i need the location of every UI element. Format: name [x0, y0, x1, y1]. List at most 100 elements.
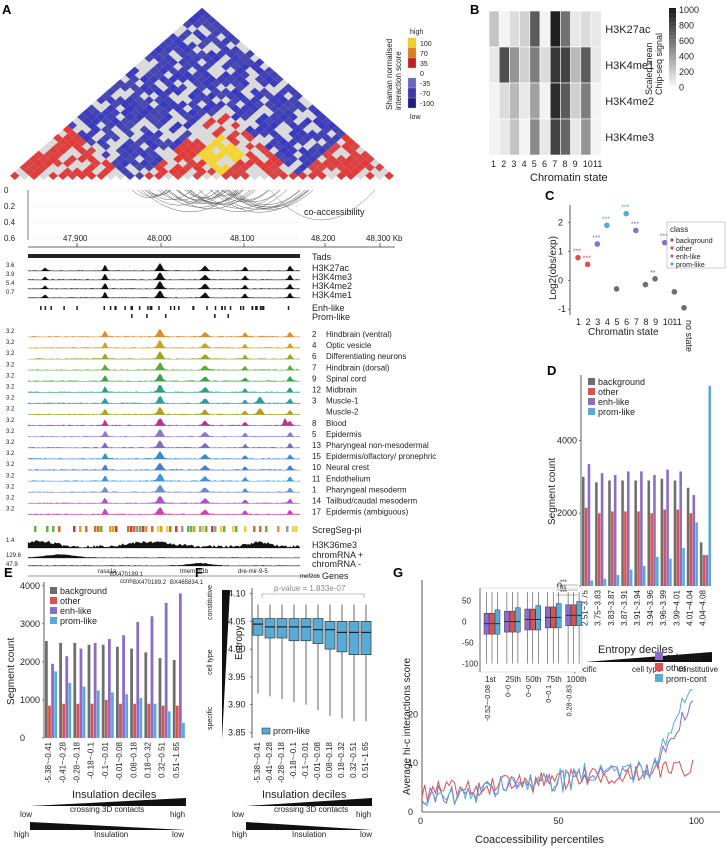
hic-cell [67, 154, 78, 164]
d-x-label: Entropy deciles [598, 644, 674, 656]
hic-cell [187, 75, 198, 84]
hic-cell [211, 146, 222, 155]
track-signal [27, 440, 301, 449]
colorbar-step [669, 15, 676, 18]
colorbar-tick: 0 [679, 83, 684, 93]
hic-cell [326, 121, 337, 130]
hic-cell [139, 167, 150, 176]
f-box [252, 618, 264, 636]
bar [45, 640, 48, 738]
hic-cell [211, 163, 222, 172]
hic-cell [350, 159, 361, 168]
hic-legend-title: Shaman normalised [385, 39, 394, 110]
hic-cell [245, 117, 255, 126]
bar [660, 478, 664, 586]
hic-cell [48, 154, 58, 164]
hic-cell [163, 171, 174, 180]
hic-cell [216, 58, 226, 67]
hic-cell [245, 58, 255, 67]
hic-cell [106, 121, 116, 130]
hic-cell [259, 154, 270, 164]
bar [119, 703, 122, 738]
c-point [671, 289, 678, 295]
hic-cell [178, 125, 188, 134]
e-legend-label: background [60, 586, 107, 596]
hic-cell [226, 142, 236, 151]
f-y-tick: 3.90 [228, 700, 246, 710]
hic-cell [211, 70, 222, 80]
track-signal [27, 562, 301, 567]
hic-cell [178, 100, 188, 109]
f-side-wedge [222, 590, 230, 740]
hic-cell [139, 58, 150, 67]
hic-cell [130, 66, 140, 75]
hic-cell [274, 117, 284, 126]
hic-cell [298, 138, 308, 147]
genome-axis-label: 48,300 Kb [366, 234, 403, 243]
scregseg-mark [214, 526, 217, 532]
hic-cell [216, 167, 226, 176]
heatmap-cell [560, 118, 571, 156]
colorbar-step [669, 53, 676, 55]
hic-cell [154, 112, 164, 122]
scregseg-mark [145, 526, 148, 532]
hic-cell [278, 129, 289, 138]
hic-cell [341, 150, 351, 159]
panel-a-letter: A [2, 2, 12, 17]
bar [73, 642, 77, 738]
hic-cell [187, 91, 198, 101]
hic-cell [259, 121, 270, 130]
hic-cell [221, 171, 231, 180]
hic-cell [283, 167, 294, 176]
hic-cell [250, 112, 260, 122]
hic-cell [221, 45, 231, 54]
heatmap-cell [509, 10, 520, 48]
hic-cell [355, 171, 366, 180]
hic-cell [130, 159, 140, 168]
heatmap-x-tick: 2 [501, 159, 506, 169]
hic-legend-tick: 70 [420, 51, 428, 58]
genome-axis-label: 48,100 [230, 234, 255, 243]
hic-cell [144, 79, 154, 88]
g-inset-range: 0.28~0.83 [567, 685, 574, 716]
hic-cell [53, 142, 63, 151]
track-scale: 129.6 [6, 553, 22, 559]
hic-cell [221, 104, 231, 113]
heatmap-cell [498, 46, 510, 84]
hic-cell [322, 167, 332, 176]
heatmap-cell [498, 10, 510, 48]
enh-like-mark [221, 306, 223, 310]
colorbar-step [669, 41, 676, 44]
hic-cell [202, 12, 212, 21]
hic-cell [72, 159, 82, 168]
hic-cell [187, 125, 198, 134]
hic-cell [192, 146, 202, 155]
heatmap-row-label: H3K27ac [605, 24, 651, 36]
track-scale: 3.2 [6, 507, 15, 513]
c-point [613, 286, 620, 292]
hic-cell [173, 146, 183, 155]
hic-cell [355, 163, 366, 172]
hic-cell [259, 146, 270, 155]
track-label: Enh-like [312, 303, 345, 313]
hic-cell [187, 150, 198, 159]
hic-cell [158, 133, 169, 143]
c-legend-dot [670, 246, 674, 250]
heatmap-cell [539, 118, 551, 156]
colorbar-step [669, 54, 676, 57]
hic-cell [274, 108, 284, 117]
hic-cell [250, 146, 260, 155]
enh-like-mark [158, 306, 160, 310]
f-low-label: low [232, 810, 244, 819]
hic-cell [48, 171, 58, 180]
gene-name: mef2cb [300, 574, 320, 580]
f-crossing-label: crossing 3D contacts [274, 805, 348, 814]
bar [634, 480, 637, 586]
hic-cell [163, 54, 174, 63]
hic-cell [144, 70, 154, 80]
hic-cell [182, 121, 193, 130]
f-x-tick: 0.51~1.65 [361, 741, 370, 777]
c-point [661, 239, 668, 246]
bar [82, 686, 86, 738]
